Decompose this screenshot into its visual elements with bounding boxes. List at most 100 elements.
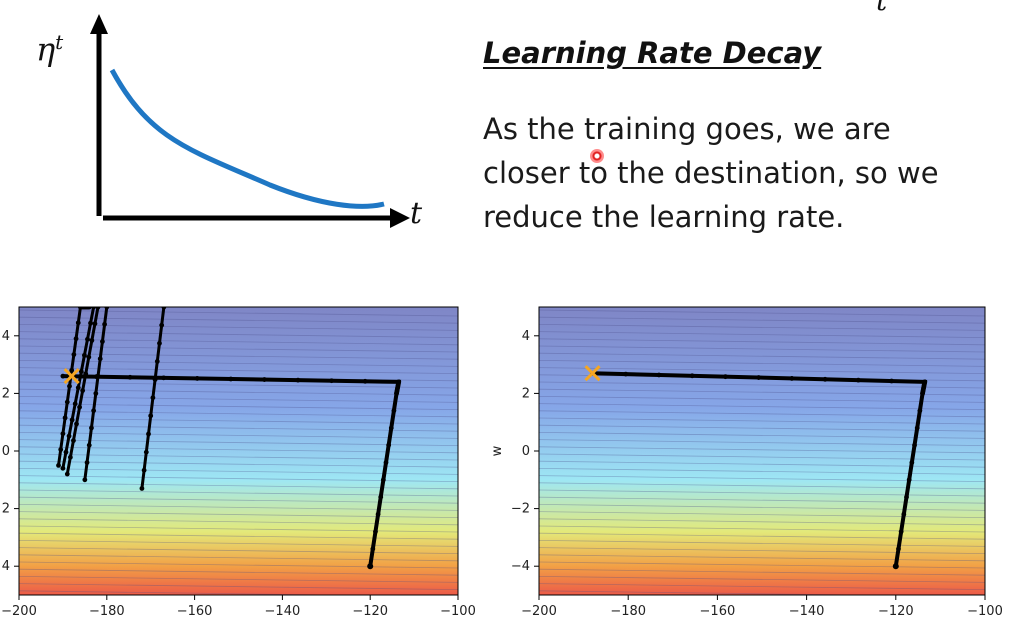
- contour-line: [19, 532, 458, 540]
- contour-line: [19, 590, 356, 595]
- trajectory-point: [95, 373, 101, 379]
- trajectory-point: [127, 374, 133, 380]
- trajectory-point: [64, 471, 70, 477]
- contour-line: [539, 583, 985, 590]
- contour-line: [539, 367, 985, 374]
- x-tick-label: −180: [610, 604, 646, 619]
- trajectory-point: [396, 379, 402, 385]
- contour-line: [19, 482, 458, 490]
- y-tick-label: 2: [2, 386, 10, 401]
- trajectory-point: [901, 511, 907, 517]
- contour-line: [539, 396, 985, 403]
- y-tick-label: 4: [2, 329, 10, 344]
- trajectory-point: [104, 307, 110, 310]
- trajectory-point: [67, 454, 73, 460]
- trajectory-point: [86, 442, 92, 448]
- contour-line: [539, 525, 985, 533]
- slide-title: Learning Rate Decay: [483, 36, 822, 70]
- trajectory-point: [898, 529, 904, 535]
- contour-line: [19, 561, 458, 569]
- trajectory-point: [922, 379, 928, 385]
- contour-line: [19, 496, 458, 504]
- y-axis-label: w: [490, 445, 505, 456]
- contour-line: [539, 324, 985, 331]
- trajectory-point: [917, 408, 923, 414]
- trajectory-point: [56, 463, 61, 468]
- trajectory-point: [723, 374, 728, 380]
- trajectory-point: [83, 371, 89, 377]
- y-tick-label: 2: [2, 502, 10, 517]
- trajectory-point: [86, 307, 92, 310]
- trajectory-point: [85, 336, 90, 342]
- y-tick-label: 4: [2, 559, 10, 574]
- trajectory-point: [386, 442, 392, 448]
- trajectory-point: [161, 375, 167, 381]
- trajectory-point: [67, 383, 72, 389]
- trajectory-point: [69, 367, 75, 373]
- trajectory-point: [60, 431, 66, 437]
- body-text-line-1: As the training goes, we are: [483, 112, 891, 146]
- contour-line: [19, 367, 458, 374]
- contour-line: [19, 583, 458, 590]
- contour-line: [19, 439, 458, 446]
- y-tick-label: 0: [2, 444, 10, 459]
- trajectory-point: [60, 373, 66, 379]
- x-tick-label: −160: [700, 604, 736, 619]
- trajectory-point: [896, 546, 901, 552]
- contour-line: [19, 352, 458, 360]
- trajectory-point: [72, 401, 78, 407]
- x-tick-label: −100: [440, 604, 476, 619]
- trajectory-point: [75, 320, 81, 326]
- contour-line: [19, 568, 458, 576]
- plot-area-2: [539, 307, 985, 595]
- contour-line: [539, 381, 985, 389]
- contour-line: [539, 331, 985, 338]
- contour-line: [539, 338, 985, 346]
- trajectory-point: [86, 354, 92, 360]
- trajectory-point: [69, 417, 75, 423]
- trajectory-point: [63, 449, 69, 455]
- contour-line: [539, 410, 985, 418]
- contour-line: [19, 446, 458, 454]
- contour-line: [19, 360, 458, 367]
- target-marker: [63, 368, 80, 385]
- trajectory-point: [689, 373, 695, 379]
- trajectory-point: [262, 377, 267, 382]
- trajectory-point: [82, 352, 87, 358]
- contour-line: [539, 316, 985, 324]
- trajectory-point: [228, 376, 234, 382]
- trajectory-point: [93, 391, 99, 396]
- trajectory-point: [88, 320, 93, 326]
- trajectory-point: [102, 321, 108, 327]
- trajectory-point: [71, 352, 77, 357]
- trajectory-point: [95, 307, 101, 310]
- contour-line: [19, 540, 458, 547]
- trajectory-point: [391, 408, 397, 414]
- trajectory-point: [362, 378, 368, 384]
- trajectory-point: [139, 486, 145, 491]
- x-tick-label: −200: [1, 604, 37, 619]
- plot-area-1: [19, 307, 458, 595]
- contour-line: [539, 446, 985, 454]
- y-tick-label: −2: [511, 502, 530, 517]
- laser-pointer-cursor: [590, 149, 604, 163]
- target-marker: [584, 365, 601, 382]
- contour-plots: −200 −180 −160 −140 −120 −100 4 2 0 2 4 −200 −180 −16…: [1, 306, 1003, 619]
- trajectory-point: [62, 415, 68, 421]
- trajectory-point: [89, 425, 94, 431]
- trajectory-point: [906, 477, 912, 483]
- trajectory-point: [370, 546, 376, 552]
- contour-line: [19, 518, 458, 526]
- trajectory-point: [141, 467, 147, 473]
- contour-line: [19, 554, 458, 562]
- trajectory-point: [64, 399, 70, 405]
- body-text-line-3: reduce the learning rate.: [483, 200, 845, 234]
- trajectory-point: [58, 447, 64, 452]
- trajectory-point: [295, 377, 301, 383]
- t-axis-label: t: [410, 196, 423, 231]
- trajectory-point: [148, 413, 154, 419]
- contour-line: [19, 388, 458, 396]
- trajectory-line: [57, 307, 90, 466]
- y-tick-label: −4: [511, 559, 530, 574]
- trajectory-point: [66, 433, 72, 439]
